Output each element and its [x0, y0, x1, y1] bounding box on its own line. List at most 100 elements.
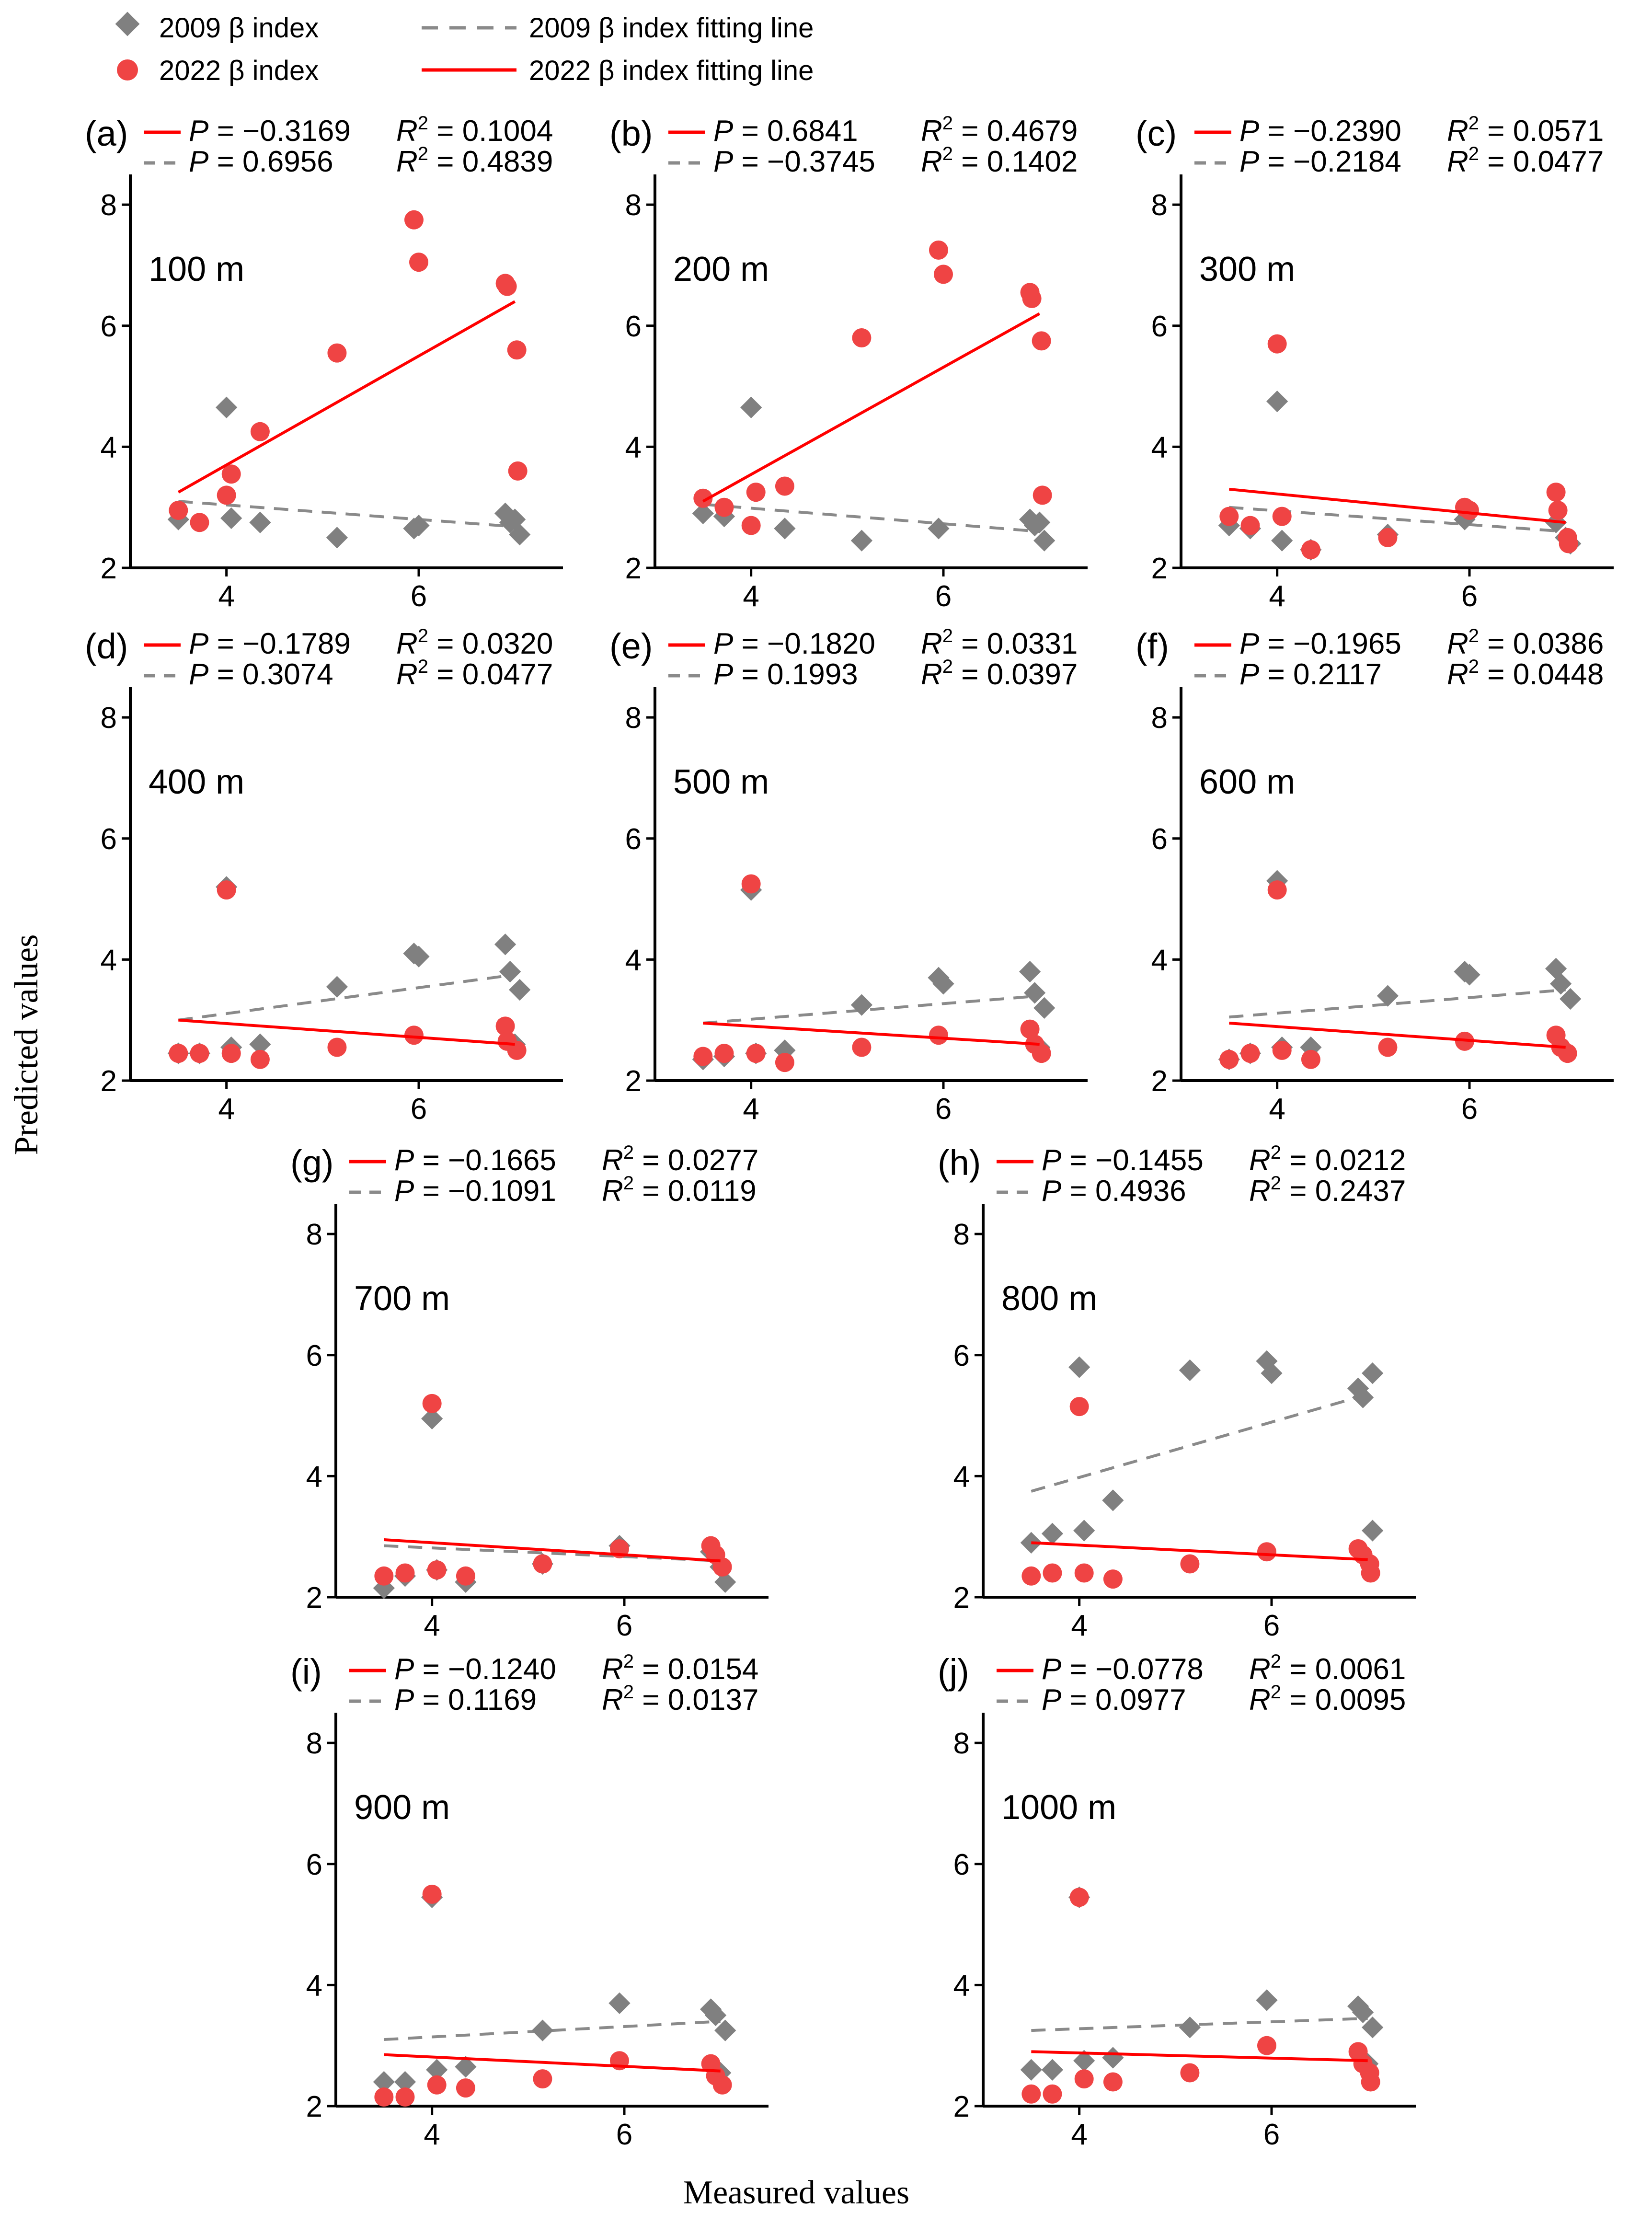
- x-tick-label: 4: [1269, 580, 1285, 613]
- point-2009: [1041, 2059, 1064, 2081]
- stat-p-2022: P = −0.2390: [1239, 115, 1401, 148]
- stat-r2-2009: R2 = 0.0397: [921, 656, 1078, 691]
- panel-letter: (j): [938, 1652, 969, 1692]
- fit-line-2022: [702, 312, 1041, 503]
- point-2022: [1272, 1040, 1292, 1060]
- fit-line-2022: [177, 300, 516, 494]
- y-tick-label: 2: [625, 552, 642, 585]
- point-2022: [1361, 1563, 1380, 1583]
- stat-p-2009: P = 0.2117: [1239, 658, 1382, 691]
- y-tick-label: 8: [953, 1218, 970, 1251]
- y-tick-label: 6: [625, 310, 642, 343]
- stat-p-2022: P = −0.1665: [394, 1144, 556, 1177]
- point-2009: [1550, 973, 1572, 995]
- point-2022: [1240, 516, 1260, 535]
- stat-p-2009: P = 0.1993: [713, 658, 858, 691]
- point-2022: [1546, 483, 1566, 502]
- point-2022: [1180, 1554, 1200, 1574]
- point-2022: [1020, 1019, 1040, 1039]
- y-tick-label: 4: [625, 431, 642, 464]
- point-2009: [1041, 1522, 1064, 1545]
- point-2009: [1179, 2017, 1201, 2039]
- stat-r2-2022: R2 = 0.0320: [396, 625, 553, 660]
- stat-r2-2022: R2 = 0.4679: [921, 113, 1078, 148]
- panel-b: (b) P = 0.6841 R2 = 0.4679 P = −0.3745 R2 = …: [609, 113, 1088, 613]
- point-2009: [1029, 511, 1051, 533]
- y-tick-label: 2: [306, 2090, 322, 2123]
- point-2022: [693, 1047, 713, 1066]
- point-2022: [221, 1044, 241, 1063]
- point-2022: [1301, 540, 1320, 560]
- point-2022: [775, 476, 794, 496]
- x-tick-label: 6: [411, 580, 427, 613]
- point-2009: [1024, 982, 1046, 1004]
- distance-label: 700 m: [354, 1279, 450, 1318]
- point-2022: [1240, 1044, 1260, 1063]
- point-2009: [714, 2019, 736, 2041]
- stat-r2-2009: R2 = 0.0477: [1447, 143, 1604, 178]
- panel-h: (h) P = −0.1455 R2 = 0.0212 P = 0.4936 R2 = …: [938, 1142, 1416, 1642]
- point-2022: [741, 516, 761, 535]
- distance-label: 300 m: [1199, 250, 1295, 288]
- panels: (a) P = −0.3169 R2 = 0.1004 P = 0.6956 R2 = …: [85, 113, 1614, 2151]
- point-2022: [1043, 2084, 1062, 2104]
- stat-r2-2022: R2 = 0.0571: [1447, 113, 1604, 148]
- distance-label: 1000 m: [1001, 1788, 1116, 1827]
- point-2009: [509, 523, 531, 546]
- x-tick-label: 6: [411, 1093, 427, 1126]
- panel-g: (g) P = −0.1665 R2 = 0.0277 P = −0.1091 R2 =…: [290, 1142, 769, 1642]
- fit-line-2022: [384, 1538, 721, 1563]
- y-tick-label: 2: [101, 1065, 117, 1098]
- point-2022: [422, 1884, 442, 1904]
- x-tick-label: 4: [218, 1093, 234, 1126]
- fit-line-2022: [1031, 1541, 1368, 1561]
- y-tick-label: 2: [953, 2090, 970, 2123]
- point-2022: [852, 328, 872, 348]
- point-2022: [852, 1037, 872, 1057]
- point-2009: [1073, 2050, 1095, 2072]
- point-2009: [1266, 391, 1288, 413]
- stat-r2-2009: R2 = 0.2437: [1249, 1173, 1406, 1208]
- fit-line-2009: [1031, 2017, 1368, 2032]
- x-tick-label: 6: [616, 1609, 632, 1642]
- point-2022: [427, 2075, 447, 2095]
- stat-p-2009: P = 0.3074: [189, 658, 333, 691]
- legend-label-2009: 2009 β index: [159, 12, 319, 44]
- y-tick-label: 6: [101, 310, 117, 343]
- y-tick-label: 4: [1151, 944, 1168, 977]
- y-tick-label: 4: [306, 1969, 322, 2002]
- y-tick-label: 8: [1151, 702, 1168, 735]
- stat-r2-2009: R2 = 0.0119: [602, 1173, 757, 1208]
- stat-p-2022: P = 0.6841: [713, 115, 858, 148]
- panel-c: (c) P = −0.2390 R2 = 0.0571 P = −0.2184 R2 =…: [1136, 113, 1614, 613]
- point-2022: [934, 265, 953, 284]
- point-2022: [404, 210, 424, 230]
- point-2022: [327, 343, 347, 363]
- fit-line-2022: [703, 1022, 1040, 1046]
- distance-label: 400 m: [149, 763, 244, 801]
- stat-r2-2022: R2 = 0.0277: [602, 1142, 758, 1177]
- point-2009: [1102, 1489, 1124, 1511]
- x-tick-label: 6: [935, 1093, 952, 1126]
- stat-p-2009: P = 0.6956: [189, 145, 333, 178]
- y-tick-label: 4: [306, 1460, 322, 1493]
- point-2022: [775, 1053, 794, 1072]
- stat-r2-2009: R2 = 0.4839: [396, 143, 553, 178]
- distance-label: 200 m: [673, 250, 769, 288]
- point-2022: [456, 1566, 475, 1586]
- y-tick-label: 4: [1151, 431, 1168, 464]
- y-tick-label: 2: [625, 1065, 642, 1098]
- point-2022: [1361, 2072, 1380, 2092]
- point-2009: [249, 1033, 271, 1055]
- point-2022: [409, 253, 428, 272]
- stat-p-2009: P = −0.2184: [1239, 145, 1401, 178]
- y-tick-label: 6: [101, 823, 117, 856]
- point-2009: [928, 518, 950, 540]
- panel-f: (f) P = −0.1965 R2 = 0.0386 P = 0.2117 R2 = …: [1136, 625, 1614, 1126]
- stat-r2-2022: R2 = 0.0331: [921, 625, 1078, 660]
- point-2022: [1460, 501, 1479, 520]
- y-axis-title: Predicted values: [8, 934, 45, 1155]
- panel-letter: (d): [85, 626, 128, 666]
- point-2022: [1548, 501, 1568, 520]
